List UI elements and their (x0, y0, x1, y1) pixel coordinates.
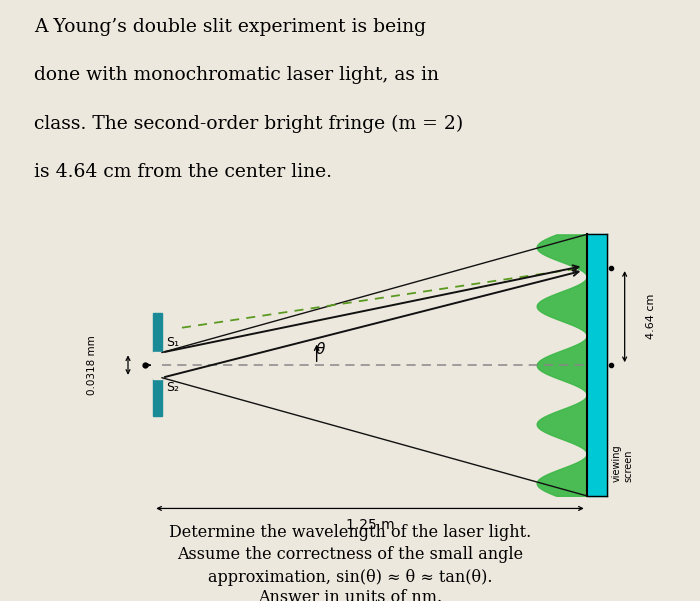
Bar (153, 378, 162, 416)
Bar (153, 377, 162, 379)
Bar (153, 352, 162, 353)
Bar (587, 234, 607, 496)
Text: viewing
screen: viewing screen (612, 445, 634, 482)
Text: 4.64 cm: 4.64 cm (646, 294, 657, 340)
Text: 1.25 m: 1.25 m (346, 518, 394, 532)
Text: Answer in units of nm.: Answer in units of nm. (258, 589, 442, 601)
Text: S₂: S₂ (166, 381, 179, 394)
Text: is 4.64 cm from the center line.: is 4.64 cm from the center line. (34, 163, 332, 181)
Text: class. The second-order bright fringe (m = 2): class. The second-order bright fringe (m… (34, 114, 463, 133)
Text: S₁: S₁ (166, 337, 179, 349)
Text: θ: θ (315, 342, 325, 357)
Text: done with monochromatic laser light, as in: done with monochromatic laser light, as … (34, 66, 439, 84)
Text: Determine the wavelength of the laser light.: Determine the wavelength of the laser li… (169, 523, 531, 540)
Text: Assume the correctness of the small angle: Assume the correctness of the small angl… (177, 546, 523, 563)
Text: 0.0318 mm: 0.0318 mm (87, 335, 97, 395)
Text: A Young’s double slit experiment is being: A Young’s double slit experiment is bein… (34, 17, 426, 35)
Bar (153, 313, 162, 352)
Text: approximation, sin(θ) ≈ θ ≈ tan(θ).: approximation, sin(θ) ≈ θ ≈ tan(θ). (208, 569, 492, 586)
